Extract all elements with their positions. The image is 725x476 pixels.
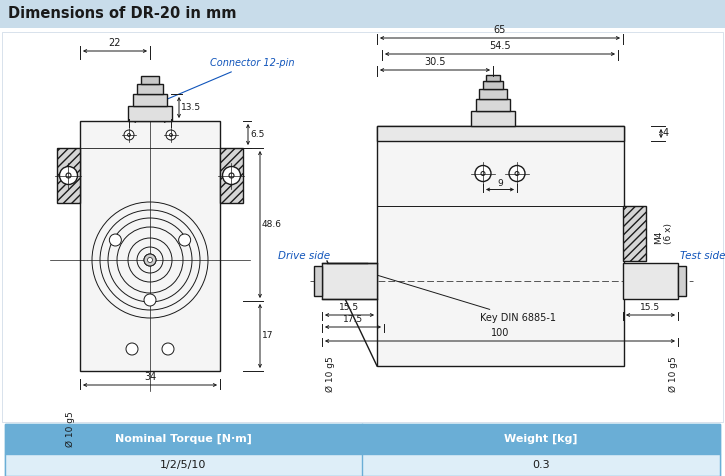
Text: Ø 10 g5: Ø 10 g5 <box>668 356 678 392</box>
Bar <box>362 424 720 454</box>
Circle shape <box>166 130 176 140</box>
Bar <box>471 111 515 126</box>
Bar <box>128 106 172 121</box>
Text: 9: 9 <box>497 178 503 188</box>
Circle shape <box>124 130 134 140</box>
Bar <box>678 266 686 296</box>
Text: 0.3: 0.3 <box>532 460 550 470</box>
Text: 30.5: 30.5 <box>424 57 446 67</box>
Text: 34: 34 <box>144 372 156 382</box>
Circle shape <box>147 258 152 262</box>
Text: Drive side: Drive side <box>278 251 330 261</box>
Text: 10: 10 <box>144 110 156 119</box>
Circle shape <box>509 166 525 181</box>
Bar <box>322 263 377 299</box>
Bar <box>5 454 720 476</box>
Bar <box>220 148 243 203</box>
Text: 65: 65 <box>494 25 506 35</box>
Circle shape <box>59 167 78 185</box>
Text: Ø 10 g5: Ø 10 g5 <box>65 411 75 447</box>
Bar <box>2 32 723 422</box>
Bar <box>623 263 678 299</box>
Bar <box>314 266 322 296</box>
Text: 15.5: 15.5 <box>640 303 660 312</box>
Text: 6.5: 6.5 <box>250 130 265 139</box>
Bar <box>377 126 624 141</box>
Text: 48.6: 48.6 <box>262 220 282 229</box>
Bar <box>486 75 500 81</box>
Text: M4
(6 x): M4 (6 x) <box>654 223 674 244</box>
Text: Test side: Test side <box>680 251 725 261</box>
Text: Nominal Torque [N·m]: Nominal Torque [N·m] <box>115 434 252 444</box>
Bar <box>623 206 646 261</box>
Bar <box>5 424 362 454</box>
Circle shape <box>109 234 121 246</box>
Bar <box>57 148 80 203</box>
Bar <box>5 424 720 476</box>
Circle shape <box>126 343 138 355</box>
Text: 15.5: 15.5 <box>339 303 360 312</box>
Bar <box>133 94 167 106</box>
Circle shape <box>223 167 241 185</box>
Text: Dimensions of DR-20 in mm: Dimensions of DR-20 in mm <box>8 7 236 21</box>
Bar <box>141 76 159 84</box>
Circle shape <box>144 294 156 306</box>
Circle shape <box>475 166 491 181</box>
Text: 22: 22 <box>109 38 121 48</box>
Text: Ø 10 g5: Ø 10 g5 <box>326 356 334 392</box>
Bar <box>80 121 220 371</box>
Bar <box>377 126 624 366</box>
Text: 17: 17 <box>262 331 273 340</box>
Circle shape <box>144 254 156 266</box>
Text: 1/2/5/10: 1/2/5/10 <box>160 460 206 470</box>
Text: Key DIN 6885-1: Key DIN 6885-1 <box>351 267 556 323</box>
Bar <box>483 81 503 89</box>
Text: 54.5: 54.5 <box>489 41 511 51</box>
Text: Weight [kg]: Weight [kg] <box>505 434 578 444</box>
Bar <box>479 89 507 99</box>
Bar <box>476 99 510 111</box>
Bar <box>0 0 725 28</box>
Circle shape <box>162 343 174 355</box>
Text: 13.5: 13.5 <box>181 103 201 112</box>
Text: 4: 4 <box>663 129 669 139</box>
Circle shape <box>178 234 191 246</box>
Bar <box>137 84 163 94</box>
Text: Connector 12-pin: Connector 12-pin <box>162 58 294 102</box>
Text: 17.5: 17.5 <box>343 315 363 324</box>
Text: 100: 100 <box>491 328 509 338</box>
